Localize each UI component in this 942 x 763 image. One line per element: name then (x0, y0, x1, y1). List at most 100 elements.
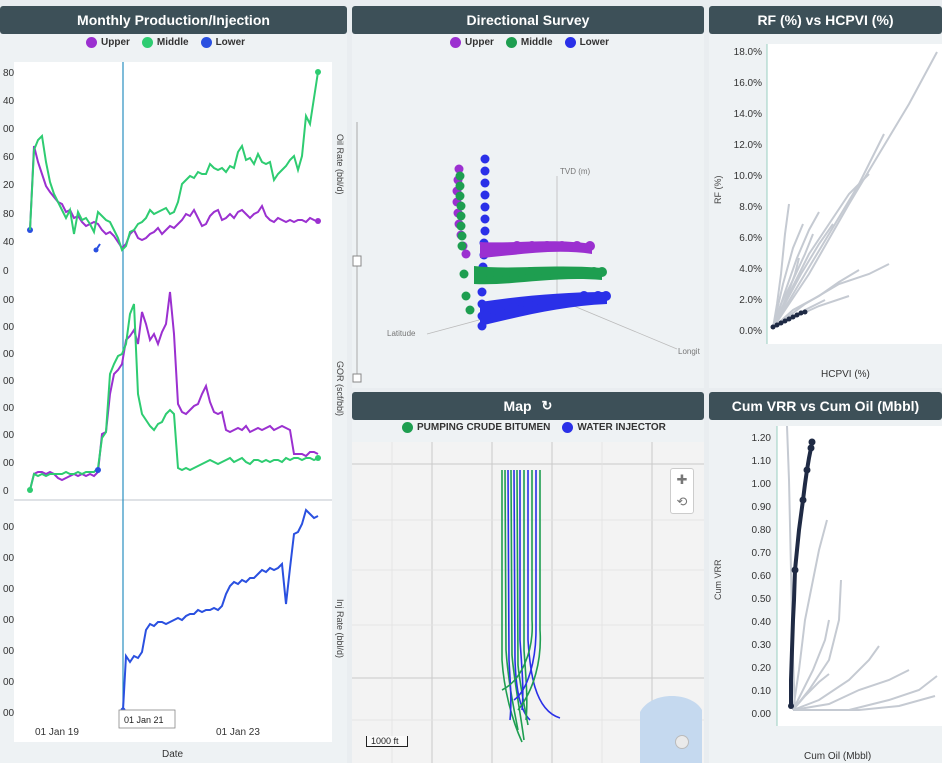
gor-middle-series (29, 303, 319, 491)
oil-rate-lower-marker (93, 247, 99, 253)
vrr-gray-curves (786, 425, 938, 711)
survey-panel: Upper Middle Lower TVD (m) Latitude Long… (352, 34, 704, 388)
map-grid-lines (352, 442, 704, 763)
inj-rate-lower-series (122, 508, 319, 711)
oil-tick-3: 60 (3, 152, 15, 163)
inj-y-ticks: 00 00 00 00 00 00 00 00 (3, 522, 15, 719)
legend-item-middle[interactable]: Middle (141, 37, 189, 48)
vrr-tick-8: 0.40 (752, 617, 772, 628)
inj-tick-2: 00 (3, 584, 15, 595)
rf-tick-3: 12.0% (734, 140, 762, 151)
vrr-tick-11: 0.10 (752, 686, 772, 697)
legend-marker-middle (141, 37, 153, 48)
map-panel-title: Map (503, 398, 532, 414)
map-legend-injector[interactable]: WATER INJECTOR (562, 422, 666, 433)
rf-chart[interactable]: 18.0% 16.0% 14.0% 12.0% 10.0% 8.0% 6.0% … (709, 34, 942, 388)
oil-rate-middle-end-marker (315, 69, 321, 75)
oil-tick-4: 20 (3, 180, 15, 191)
production-panel-title: Monthly Production/Injection (77, 12, 270, 28)
survey-legend-middle-label: Middle (520, 37, 553, 48)
oil-rate-y-ticks: 80 40 00 60 20 80 40 0 (3, 68, 15, 277)
map-panel: PUMPING CRUDE BITUMEN WATER INJECTOR (352, 420, 704, 763)
gor-end-marker (315, 455, 321, 461)
gor-tick-2: 00 (3, 349, 15, 360)
survey-legend-middle[interactable]: Middle (505, 37, 553, 48)
survey-panel-header: Directional Survey (352, 6, 704, 34)
inj-tick-3: 00 (3, 615, 15, 626)
survey-legend-upper-label: Upper (465, 37, 494, 48)
middle-vertical-section (455, 171, 475, 315)
vrr-tick-5: 0.70 (752, 548, 772, 559)
survey-marker-middle (505, 37, 517, 48)
vrr-tick-7: 0.50 (752, 594, 772, 605)
vrr-tick-1: 1.10 (752, 456, 772, 467)
gor-tick-5: 00 (3, 430, 15, 441)
map-legend-injector-label: WATER INJECTOR (577, 422, 666, 433)
gor-upper-series (29, 291, 319, 491)
rf-highlighted-series (770, 309, 808, 330)
rf-tick-0: 18.0% (734, 47, 762, 58)
gor-lower-marker (95, 467, 101, 473)
vrr-chart[interactable]: 1.20 1.10 1.00 0.90 0.80 0.70 0.60 0.50 … (709, 420, 942, 763)
rf-y-axis-title: RF (%) (713, 176, 723, 205)
inj-tick-6: 00 (3, 708, 15, 719)
survey-legend-lower[interactable]: Lower (564, 37, 610, 48)
survey-well-trajectories (452, 154, 611, 331)
map-attribution-icon[interactable] (675, 735, 689, 749)
legend-item-upper[interactable]: Upper (86, 37, 130, 48)
survey-legend: Upper Middle Lower (450, 37, 609, 48)
vrr-x-axis-title: Cum Oil (Mbbl) (804, 751, 871, 762)
oil-tick-2: 00 (3, 124, 15, 135)
hover-tooltip (118, 709, 176, 729)
vrr-panel-title: Cum VRR vs Cum Oil (Mbbl) (731, 398, 920, 414)
vrr-tick-3: 0.90 (752, 502, 772, 513)
legend-label-lower: Lower (215, 37, 246, 48)
legend-label-middle: Middle (156, 37, 189, 48)
production-chart[interactable]: Oil Rate (bbl/d) GOR (scf/bbl) Inj Rate … (0, 34, 347, 763)
gor-start-marker (27, 487, 33, 493)
camera-slider-end-handle[interactable] (352, 373, 362, 383)
legend-marker-lower (200, 37, 212, 48)
gor-y-ticks: 00 00 00 00 00 00 00 0 (3, 295, 15, 497)
map-canvas[interactable] (352, 420, 704, 763)
legend-label-upper: Upper (101, 37, 130, 48)
rf-panel-header: RF (%) vs HCPVI (%) (709, 6, 942, 34)
x-axis-title: Date (162, 749, 184, 760)
rf-x-axis-title: HCPVI (%) (821, 369, 870, 380)
middle-horizontal-dots (477, 267, 607, 279)
vrr-tick-2: 1.00 (752, 479, 772, 490)
survey-panel-title: Directional Survey (466, 12, 590, 28)
refresh-icon[interactable]: ↻ (541, 398, 553, 413)
camera-slider-handle[interactable] (352, 255, 362, 267)
latitude-axis-label: Latitude (387, 329, 416, 338)
gor-axis-title: GOR (scf/bbl) (335, 361, 345, 416)
vrr-highlighted-series (789, 441, 814, 706)
gor-tick-0: 00 (3, 295, 15, 306)
survey-3d-chart[interactable]: TVD (m) Latitude Longit (352, 34, 704, 388)
survey-legend-lower-label: Lower (579, 37, 610, 48)
map-marker-injector (562, 422, 574, 433)
survey-legend-upper[interactable]: Upper (450, 37, 494, 48)
hover-tooltip-label: 01 Jan 21 (124, 715, 164, 725)
vrr-y-ticks: 1.20 1.10 1.00 0.90 0.80 0.70 0.60 0.50 … (752, 433, 772, 720)
map-panel-header: Map ↻ (352, 392, 704, 420)
map-water-body (640, 696, 702, 763)
middle-horizontal-band (474, 266, 602, 285)
map-legend-pumping-label: PUMPING CRUDE BITUMEN (417, 422, 551, 433)
lasso-icon[interactable]: ⟲ (676, 494, 688, 509)
rf-tick-1: 16.0% (734, 78, 762, 89)
rf-panel: 18.0% 16.0% 14.0% 12.0% 10.0% 8.0% 6.0% … (709, 34, 942, 388)
rf-panel-title: RF (%) vs HCPVI (%) (757, 12, 894, 28)
map-scale-label: 1000 ft (371, 736, 399, 746)
gor-tick-3: 00 (3, 376, 15, 387)
gor-tick-1: 00 (3, 322, 15, 333)
legend-item-lower[interactable]: Lower (200, 37, 246, 48)
rf-tick-5: 8.0% (739, 202, 762, 213)
move-icon[interactable]: ✚ (676, 472, 688, 487)
longitude-axis-label: Longit (678, 347, 701, 356)
oil-tick-5: 80 (3, 209, 15, 220)
map-legend-pumping[interactable]: PUMPING CRUDE BITUMEN (402, 422, 550, 433)
inj-tick-0: 00 (3, 522, 15, 533)
oil-tick-6: 40 (3, 237, 15, 248)
inj-tick-4: 00 (3, 646, 15, 657)
